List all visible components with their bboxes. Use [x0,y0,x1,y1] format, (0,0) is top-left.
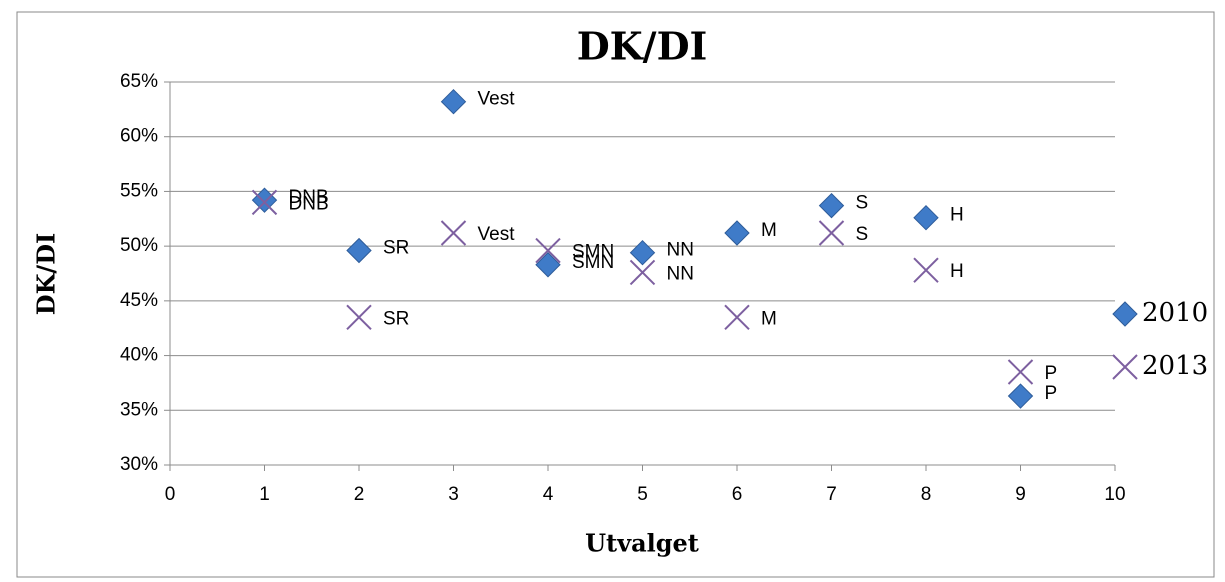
point [724,220,750,246]
point-label: M [761,220,777,241]
y-tick-label: 40% [120,345,158,366]
x-tick-label: 7 [826,484,837,505]
point [724,304,750,330]
y-tick-label: 30% [120,454,158,475]
point [913,204,939,231]
point-label: SR [383,238,409,259]
y-tick-label: 55% [120,180,158,201]
x-tick-label: 1 [259,484,270,505]
point [818,192,845,219]
point [1007,383,1034,409]
y-tick-label: 50% [120,235,158,256]
point-label: P [1045,363,1058,384]
point-label: SR [383,308,409,329]
y-tick-label: 45% [120,290,158,311]
point [346,237,372,264]
x-tick-label: 6 [732,484,743,505]
chart-title: DK/DI [577,24,708,69]
point-label: H [950,205,964,226]
point-label: Vest [478,224,516,245]
x-tick-label: 5 [637,484,648,505]
point [1112,301,1138,327]
point-label: DNB [289,193,329,214]
point [1112,354,1138,380]
x-tick-label: 4 [543,484,554,505]
point-label: S [856,193,869,214]
point [251,187,278,213]
point-label: S [856,224,869,245]
x-tick-label: 10 [1104,484,1125,505]
y-tick-label: 60% [120,126,158,147]
x-tick-label: 3 [448,484,459,505]
x-tick-label: 8 [921,484,932,505]
x-tick-label: 0 [165,484,176,505]
point-label: Vest [478,89,516,110]
point-label: NN [667,263,694,284]
point-label: P [1045,383,1058,404]
legend-label: 2013 [1142,351,1208,381]
point [535,252,561,278]
point [1007,359,1034,385]
point-label: DNB [289,187,329,208]
point [629,240,656,266]
x-tick-label: 9 [1015,484,1026,505]
x-axis-title: Utvalget [585,529,699,558]
y-axis-title: DK/DI [32,233,61,315]
x-tick-label: 2 [354,484,365,505]
point [440,88,467,115]
y-tick-label: 35% [120,399,158,420]
point [629,259,656,286]
point-label: NN [667,240,694,261]
chart-frame [16,11,1215,578]
legend-label: 2010 [1142,298,1208,328]
point-label: H [950,261,964,282]
point-label: SMN [572,242,614,263]
point [818,220,845,246]
point [913,257,939,283]
point-label: SMN [572,252,614,273]
point [346,304,372,330]
point [440,220,467,246]
point [535,237,561,264]
point-label: M [761,308,777,329]
y-tick-label: 65% [120,71,158,92]
point [251,189,278,216]
